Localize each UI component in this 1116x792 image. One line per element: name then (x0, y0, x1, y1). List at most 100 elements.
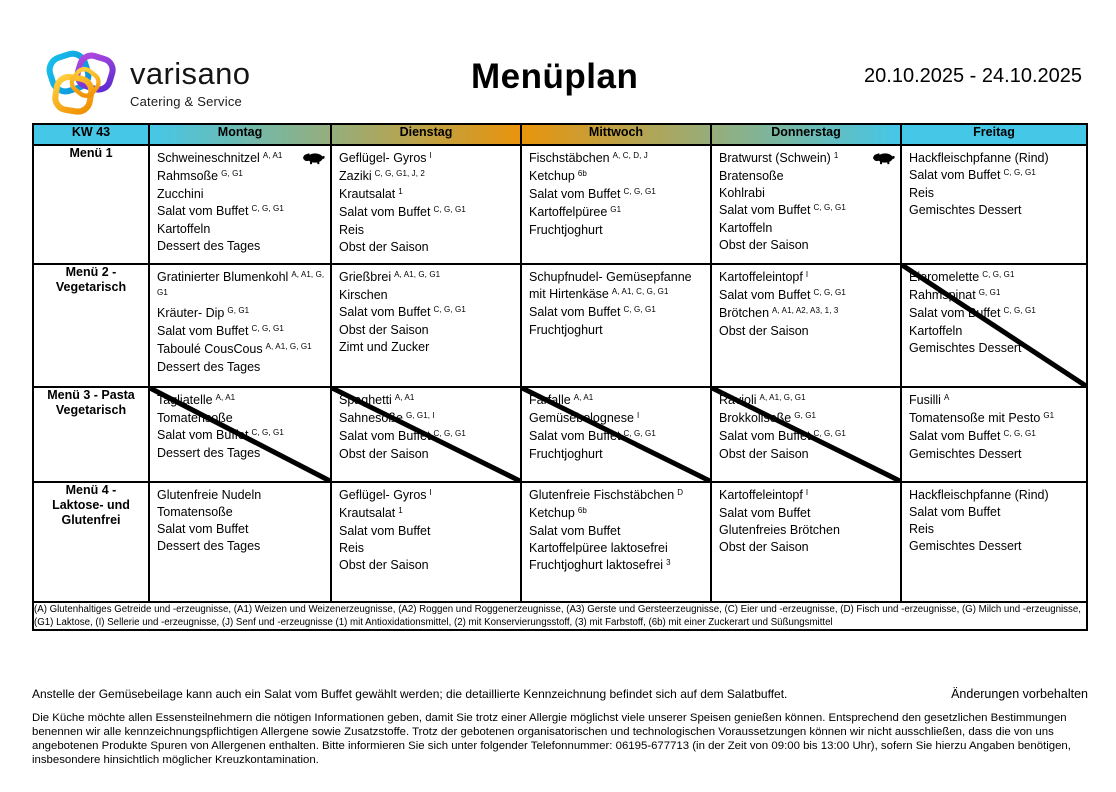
menu-item: Salat vom Buffet C, G, G1 (157, 323, 326, 341)
menu-item: Salat vom Buffet (339, 523, 516, 540)
allergen-codes: A, A1 (262, 150, 283, 160)
dish-name: Kohlrabi (719, 186, 765, 200)
allergen-codes: G, G1, I (405, 410, 435, 420)
dish-name: Schupfnudel- Gemüsepfanne mit Hirtenkäse (529, 270, 692, 301)
menu-item: Kirschen (339, 287, 516, 304)
menu-cell-montag: Tagliatelle A, A1 Tomatensoße Salat vom Buf… (148, 386, 332, 483)
menu-item: Reis (909, 185, 1082, 202)
dish-name: Tomatensoße (157, 411, 233, 425)
menu-item: Dessert des Tages (157, 359, 326, 376)
dish-name: Brokkolisoße (719, 411, 792, 425)
allergen-codes: A, A1 (573, 392, 594, 402)
menu-table-head: KW 43 Montag Dienstag Mittwoch Donnerstag Fre… (32, 123, 1088, 146)
dish-name: Kartoffeleintopf (719, 270, 803, 284)
menu-item: Obst der Saison (719, 237, 896, 254)
menu-item: Gemischtes Dessert (909, 446, 1082, 463)
dish-name: Kirschen (339, 288, 388, 302)
dish-name: Fruchtjoghurt laktosefrei (529, 558, 664, 572)
menu-item: Fruchtjoghurt (529, 446, 706, 463)
menu-item: Salat vom Buffet (529, 523, 706, 540)
dish-name: Obst der Saison (339, 558, 429, 572)
dish-name: Salat vom Buffet (529, 524, 621, 538)
menu-item: Kräuter- Dip G, G1 (157, 305, 326, 323)
dish-name: Salat vom Buffet (909, 429, 1001, 443)
dish-name: Salat vom Buffet (719, 429, 811, 443)
dish-name: Ketchup (529, 506, 575, 520)
dish-name: Salat vom Buffet (719, 288, 811, 302)
dish-name: Ketchup (529, 169, 575, 183)
menu-row: Menü 2 - Vegetarisch Gratinierter Blumenko… (32, 263, 1088, 388)
dish-name: Geflügel- Gyros (339, 488, 427, 502)
menu-table-foot: (A) Glutenhaltiges Getreide und -erzeugn… (32, 600, 1088, 632)
allergen-codes: C, G, G1 (1003, 305, 1036, 315)
dish-name: Zimt und Zucker (339, 340, 430, 354)
menu-item: Kohlrabi (719, 185, 896, 202)
allergen-legend: (A) Glutenhaltiges Getreide und -erzeugn… (34, 604, 1081, 629)
dish-name: Obst der Saison (719, 447, 809, 461)
menu-row: Menü 4 - Laktose- und Glutenfrei Glutenfrei… (32, 481, 1088, 603)
menu-item: Salat vom Buffet (909, 504, 1082, 521)
allergen-codes: C, G, G1 (433, 204, 466, 214)
dish-name: Tomatensoße (157, 505, 233, 519)
allergen-codes: 1 (398, 505, 403, 515)
dish-name: Salat vom Buffet (529, 429, 621, 443)
dish-name: Tomatensoße mit Pesto (909, 411, 1041, 425)
menu-item: Zucchini (157, 186, 326, 203)
menu-cell-dienstag: Grießbrei A, A1, G, G1 Kirschen Salat vom B… (330, 263, 522, 388)
salad-buffet-note: Anstelle der Gemüsebeilage kann auch ein… (32, 687, 788, 701)
menu-item: Salat vom Buffet C, G, G1 (909, 305, 1082, 323)
dish-name: Gemüsebolognese (529, 411, 634, 425)
dish-name: Fusilli (909, 393, 941, 407)
allergen-codes: C, G, G1 (982, 269, 1015, 279)
menu-item: Grießbrei A, A1, G, G1 (339, 269, 516, 287)
dish-name: Zucchini (157, 187, 204, 201)
allergen-codes: A, A1, A2, A3, 1, 3 (772, 305, 839, 315)
dish-name: Kräuter- Dip (157, 306, 225, 320)
menu-cell-dienstag: Geflügel- Gyros I Zaziki C, G, G1, J, 2 Krau… (330, 144, 522, 265)
allergy-info-paragraph: Die Küche möchte allen Essensteilnehmern… (32, 712, 1071, 766)
menu-item: Tomatensoße (157, 410, 326, 427)
dish-name: Salat vom Buffet (339, 305, 431, 319)
menu-item: Ketchup 6b (529, 505, 706, 523)
menu-item: Eieromelette C, G, G1 (909, 269, 1082, 287)
allergen-codes: C, G, G1 (251, 427, 284, 437)
dish-name: Bratensoße (719, 169, 784, 183)
menu-item: Salat vom Buffet C, G, G1 (529, 428, 706, 446)
menu-cell-donnerstag: Ravioli A, A1, G, G1 Brokkolisoße G, G1 Sala… (710, 386, 902, 483)
dish-name: Fischstäbchen (529, 151, 610, 165)
menu-item: Salat vom Buffet C, G, G1 (339, 204, 516, 222)
dish-name: Rahmsoße (157, 169, 219, 183)
menu-item: Spaghetti A, A1 (339, 392, 516, 410)
dish-name: Obst der Saison (339, 323, 429, 337)
dish-name: Salat vom Buffet (157, 428, 249, 442)
menu-cell-montag: Glutenfreie Nudeln Tomatensoße Salat vom B… (148, 481, 332, 603)
dish-name: Kartoffeln (157, 222, 211, 236)
dish-name: Fruchtjoghurt (529, 447, 603, 461)
allergen-codes: C, G, G1 (1003, 428, 1036, 438)
dish-name: Salat vom Buffet (529, 305, 621, 319)
allergen-codes: C, G, G1 (433, 428, 466, 438)
dish-name: Obst der Saison (339, 447, 429, 461)
dish-name: Dessert des Tages (157, 239, 261, 253)
dish-name: Salat vom Buffet (719, 506, 811, 520)
dish-name: Sahnesoße (339, 411, 403, 425)
menu-item: Kartoffeln (719, 220, 896, 237)
menu-cell-mittwoch: Fischstäbchen A, C, D, J Ketchup 6b Salat vo… (520, 144, 712, 265)
menu-item: Salat vom Buffet C, G, G1 (719, 202, 896, 220)
allergen-codes: A, A1 (394, 392, 415, 402)
dish-name: Hackfleischpfanne (Rind) (909, 488, 1049, 502)
dish-name: Salat vom Buffet (339, 429, 431, 443)
menu-cell-donnerstag: Kartoffeleintopf I Salat vom Buffet Glutenf… (710, 481, 902, 603)
menu-item: Kartoffeln (157, 221, 326, 238)
dish-name: Obst der Saison (719, 324, 809, 338)
menu-item: Salat vom Buffet C, G, G1 (339, 304, 516, 322)
menu-item: Ketchup 6b (529, 168, 706, 186)
allergen-codes: I (429, 150, 432, 160)
menu-item: Taboulé CousCous A, A1, G, G1 (157, 341, 326, 359)
week-label: KW 43 (32, 123, 150, 146)
pork-pig-icon (303, 153, 325, 165)
menu-cell-dienstag: Geflügel- Gyros I Krautsalat 1 Salat vom Buf… (330, 481, 522, 603)
allergen-codes: C, G, G1 (813, 202, 846, 212)
menu-cell-freitag: Eieromelette C, G, G1 Rahmspinat G, G1 Salat… (900, 263, 1088, 388)
